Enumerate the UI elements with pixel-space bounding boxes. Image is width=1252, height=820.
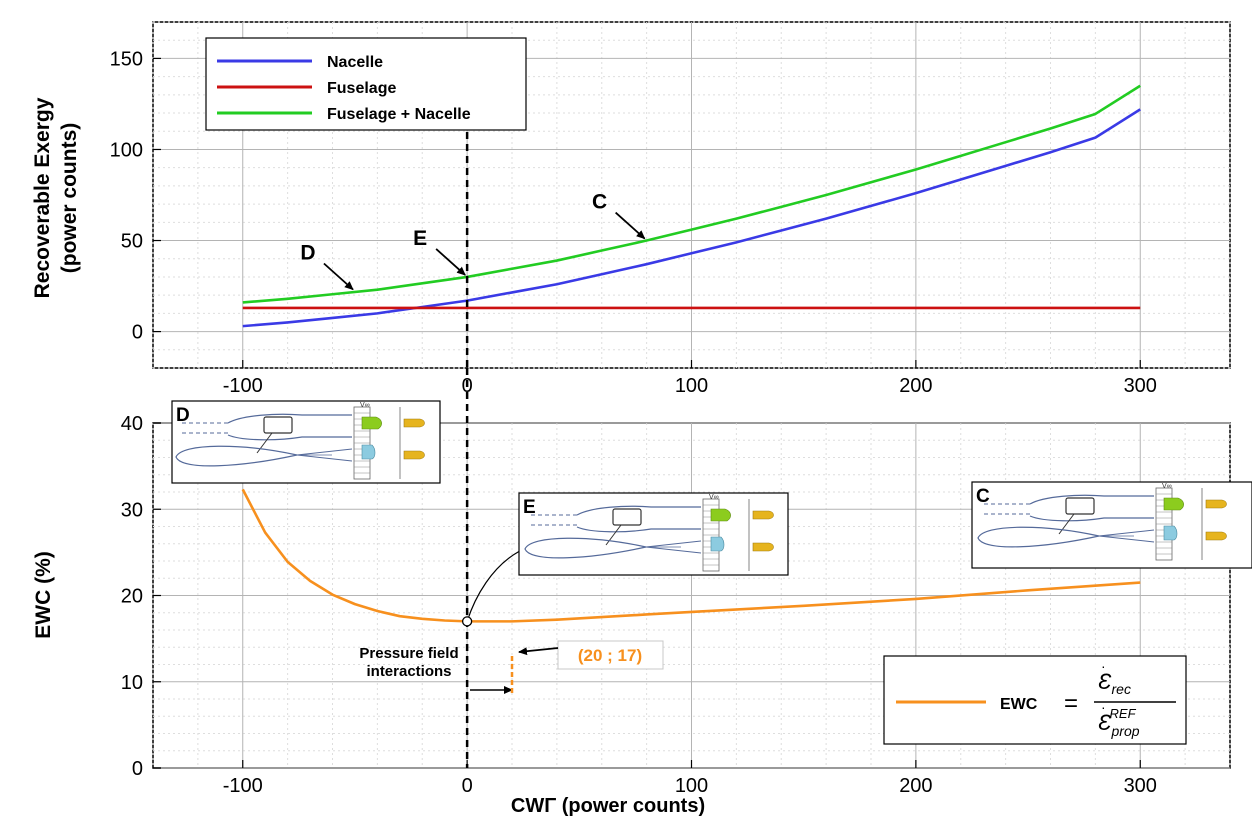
exergy-annotation-e: E bbox=[413, 227, 427, 250]
ewc-marker bbox=[461, 550, 520, 627]
pressure-field-line1: Pressure field bbox=[359, 645, 458, 662]
inset-d-frame bbox=[171, 400, 441, 484]
ewc-formula-equals: = bbox=[1064, 690, 1078, 717]
legend-label-nacelle: Nacelle bbox=[327, 54, 383, 71]
ewc-ytick-label: 10 bbox=[121, 672, 143, 694]
exergy-series-fuselage-nacelle bbox=[242, 84, 1141, 304]
ewc-formula-dot-bottom: · bbox=[1101, 699, 1106, 715]
ewc-legend-box bbox=[883, 655, 1187, 745]
inset-e: E bbox=[518, 492, 789, 576]
exergy-xtick-label: 200 bbox=[899, 375, 932, 397]
exergy-ytick-label: 100 bbox=[110, 139, 143, 161]
ewc-marker-point bbox=[461, 616, 473, 627]
exergy-annotation-c: C bbox=[592, 191, 607, 214]
minimum-point-label: (20 ; 17) bbox=[578, 646, 642, 665]
ewc-legend: EWC = Ɛrec ƐpropREF · · bbox=[883, 655, 1187, 745]
ewc-xtick-label: 100 bbox=[675, 775, 708, 797]
pressure-field-annotation: Pressure field interactions bbox=[359, 645, 514, 694]
ewc-xtick-label: 300 bbox=[1124, 775, 1157, 797]
ewc-ytick-label: 20 bbox=[121, 586, 143, 608]
ewc-ticks: -100 0 100 200 300 0 10 20 30 40 bbox=[121, 413, 1157, 797]
inset-e-frame bbox=[518, 492, 789, 576]
ewc-ytick-label: 30 bbox=[121, 499, 143, 521]
exergy-ytick-label: 150 bbox=[110, 48, 143, 70]
exergy-ylabel-line2: (power counts) bbox=[58, 123, 81, 274]
ewc-xlabel: CWΓ (power counts) bbox=[511, 795, 705, 817]
minimum-point-box bbox=[557, 640, 664, 670]
exergy-legend-box bbox=[205, 37, 527, 131]
legend-label-fuselage-nacelle: Fuselage + Nacelle bbox=[327, 106, 471, 123]
exergy-ylabel-line1: Recoverable Exergy bbox=[31, 97, 54, 298]
exergy-ytick-label: 0 bbox=[132, 322, 143, 344]
exergy-y-axis-label: Recoverable Exergy (power counts) bbox=[31, 97, 81, 298]
legend-label-fuselage: Fuselage bbox=[327, 80, 396, 97]
inset-c-frame bbox=[971, 481, 1252, 569]
ewc-formula-dot-top: · bbox=[1101, 658, 1106, 674]
ewc-ylabel: EWC (%) bbox=[32, 551, 55, 639]
exergy-annotation-arrow-d bbox=[323, 262, 354, 291]
ewc-ytick-label: 0 bbox=[132, 758, 143, 780]
exergy-annotations: D E C bbox=[300, 191, 646, 291]
minimum-point-arrow bbox=[518, 647, 559, 656]
exergy-xtick-label: -100 bbox=[223, 375, 263, 397]
exergy-xtick-label: 100 bbox=[675, 375, 708, 397]
exergy-annotation-arrow-e bbox=[435, 248, 466, 276]
ewc-legend-label: EWC bbox=[1000, 696, 1038, 713]
inset-c-label: C bbox=[976, 486, 990, 507]
exergy-annotation-d: D bbox=[300, 242, 315, 265]
inset-c: C bbox=[971, 481, 1252, 569]
exergy-ytick-label: 50 bbox=[121, 231, 143, 253]
inset-e-connector bbox=[466, 550, 520, 622]
ewc-chart: -100 0 100 200 300 0 10 20 30 40 EWC (%) CWΓ (pow… bbox=[32, 368, 1252, 817]
ewc-ytick-label: 40 bbox=[121, 413, 143, 435]
exergy-legend: Nacelle Fuselage Fuselage + Nacelle bbox=[205, 37, 527, 131]
exergy-series-nacelle bbox=[242, 108, 1141, 328]
pressure-field-line2: interactions bbox=[366, 663, 451, 680]
ewc-xtick-label: 200 bbox=[899, 775, 932, 797]
ewc-formula: = Ɛrec ƐpropREF · · bbox=[1064, 658, 1176, 739]
ewc-xtick-label: -100 bbox=[223, 775, 263, 797]
exergy-xtick-label: 300 bbox=[1124, 375, 1157, 397]
ewc-formula-denominator: ƐpropREF bbox=[1098, 706, 1140, 739]
exergy-chart: -1000100200300050100150 DEC Recoverable … bbox=[31, 21, 1231, 397]
exergy-series bbox=[242, 84, 1141, 328]
exergy-annotation-arrow-c bbox=[615, 211, 646, 240]
ewc-xtick-label: 0 bbox=[462, 775, 473, 797]
inset-d: D bbox=[171, 400, 441, 484]
inset-e-label: E bbox=[523, 497, 536, 518]
inset-d-label: D bbox=[176, 405, 190, 426]
minimum-point-callout: (20 ; 17) bbox=[518, 640, 664, 670]
